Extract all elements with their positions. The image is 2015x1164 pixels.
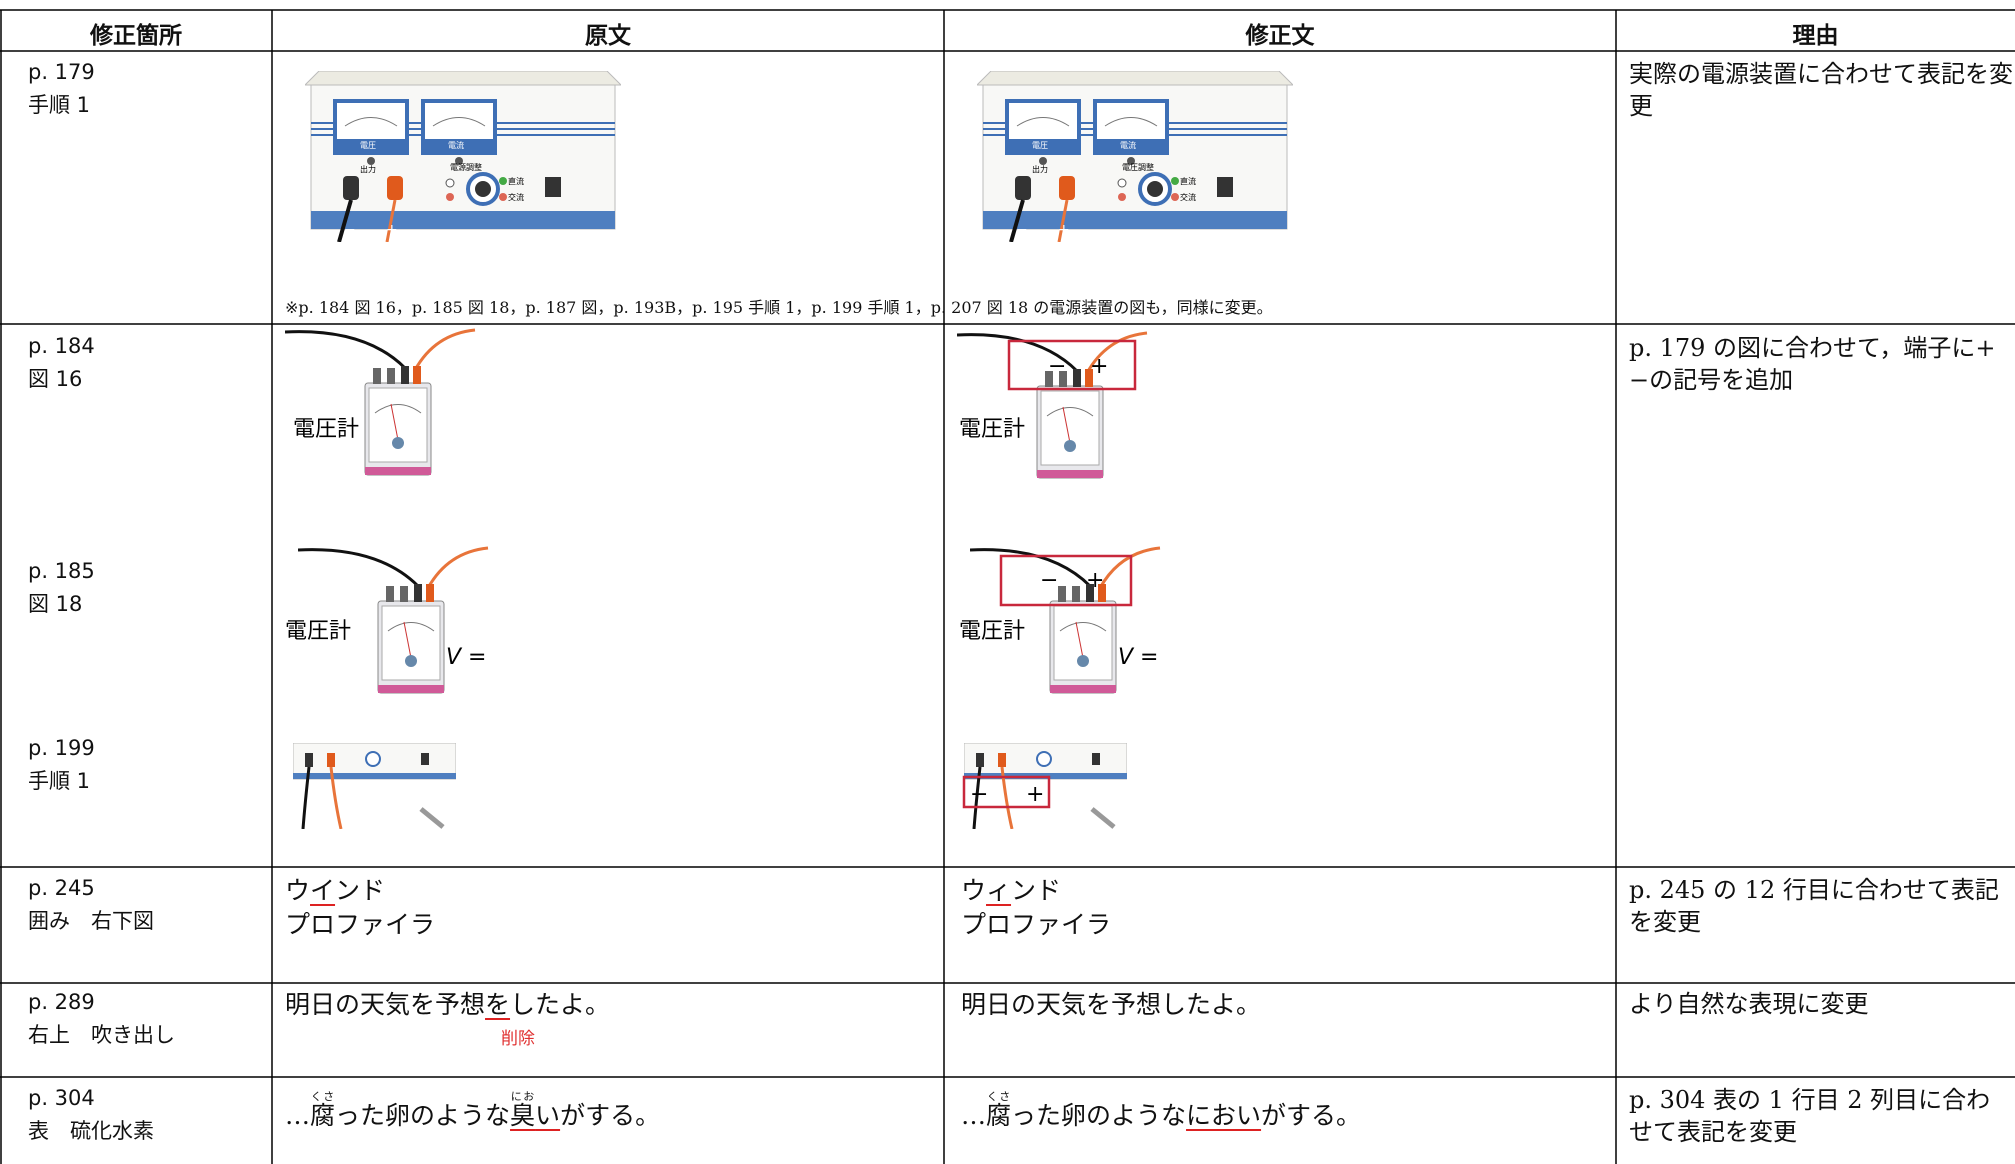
reason: より自然な表現に変更 <box>1629 990 1869 1018</box>
fig-label: + <box>386 222 398 238</box>
power-supply-small-figure <box>293 743 456 829</box>
fig-label: 電流 <box>448 140 464 150</box>
highlight-boxes <box>962 339 1137 809</box>
header-cell: 理由 <box>1792 23 1839 49</box>
fig-label: 交流 <box>508 192 524 202</box>
meter-label: 電圧計 <box>959 619 1025 644</box>
location: p. 179 手順 1 <box>28 60 95 117</box>
sign-label: + <box>1086 568 1104 593</box>
fig-label: 出力 <box>1032 164 1048 174</box>
header-cell: 修正箇所 <box>90 23 182 49</box>
fig-label: 直流 <box>508 176 524 186</box>
fig-label: + <box>1058 222 1070 238</box>
power-supply-figure <box>305 71 621 242</box>
meter-label: 電圧計 <box>959 417 1025 442</box>
voltmeter-figure <box>285 328 477 477</box>
meter-labels: 電圧計 電圧計 電圧計 電圧計 V = V = <box>285 417 1158 670</box>
power-supply-figure <box>977 71 1293 242</box>
fig-label: 電圧 <box>1032 141 1048 150</box>
header-cell: 修正文 <box>1245 23 1315 49</box>
original-text: …腐くさった卵のような臭においがする。 <box>285 1090 661 1130</box>
revised-text: ウィンド プロファイラ <box>961 876 1112 939</box>
sign-label: − <box>970 782 988 807</box>
reason: p. 245 の 12 行目に合わせて表記を変更 <box>1629 876 1999 936</box>
fig-label: 電源調整 <box>450 162 482 172</box>
fig-label: 出力 <box>360 164 376 174</box>
psu-labels-revised: 電圧 電流 出力 電圧調整 直流 交流 − + <box>1016 140 1196 238</box>
reason: 実際の電源装置に合わせて表記を変更 <box>1629 60 2013 120</box>
sign-label: + <box>1090 354 1108 379</box>
reason: p. 304 表の 1 行目 2 列目に合わせて表記を変更 <box>1629 1086 1991 1146</box>
reason: p. 179 の図に合わせて，端子に+−の記号を追加 <box>1629 334 1996 394</box>
location: p. 184 図 16 <box>28 334 95 391</box>
formula-label: V = <box>1118 645 1158 670</box>
annotation: 削除 <box>501 1029 535 1049</box>
fig-label: 電圧調整 <box>1122 162 1154 172</box>
location: p. 199 手順 1 <box>28 736 95 793</box>
power-supply-small-figure <box>964 743 1127 829</box>
fig-label: 電圧 <box>360 141 376 150</box>
table-lines <box>0 9 2015 1164</box>
fig-label: − <box>344 222 356 238</box>
note: ※p. 184 図 16，p. 185 図 18，p. 187 図，p. 193… <box>285 298 1273 317</box>
fig-label: − <box>1016 222 1028 238</box>
location: p. 245 囲み 右下図 <box>28 876 154 933</box>
fig-label: 電流 <box>1120 140 1136 150</box>
location: p. 289 右上 吹き出し <box>28 990 175 1047</box>
meter-label: 電圧計 <box>293 417 359 442</box>
location: p. 185 図 18 <box>28 559 95 616</box>
sign-label: − <box>1040 568 1058 593</box>
formula-label: V = <box>446 645 486 670</box>
header-cell: 原文 <box>585 23 631 49</box>
meter-label: 電圧計 <box>285 619 351 644</box>
original-text: ウインド プロファイラ <box>285 876 436 939</box>
revised-text: …腐くさった卵のようなにおいがする。 <box>961 1090 1362 1130</box>
fig-label: 直流 <box>1180 176 1196 186</box>
revised-text: 明日の天気を予想したよ。 <box>961 990 1262 1019</box>
sign-label: + <box>1026 782 1044 807</box>
fig-label: 交流 <box>1180 192 1196 202</box>
original-text: 明日の天気を予想をしたよ。 <box>285 990 611 1019</box>
psu-labels-original: 電圧 電流 出力 電源調整 直流 交流 − + <box>344 140 524 238</box>
sign-labels: − + − + − + <box>970 354 1108 807</box>
sign-label: − <box>1048 354 1066 379</box>
location: p. 304 表 硫化水素 <box>28 1086 154 1143</box>
